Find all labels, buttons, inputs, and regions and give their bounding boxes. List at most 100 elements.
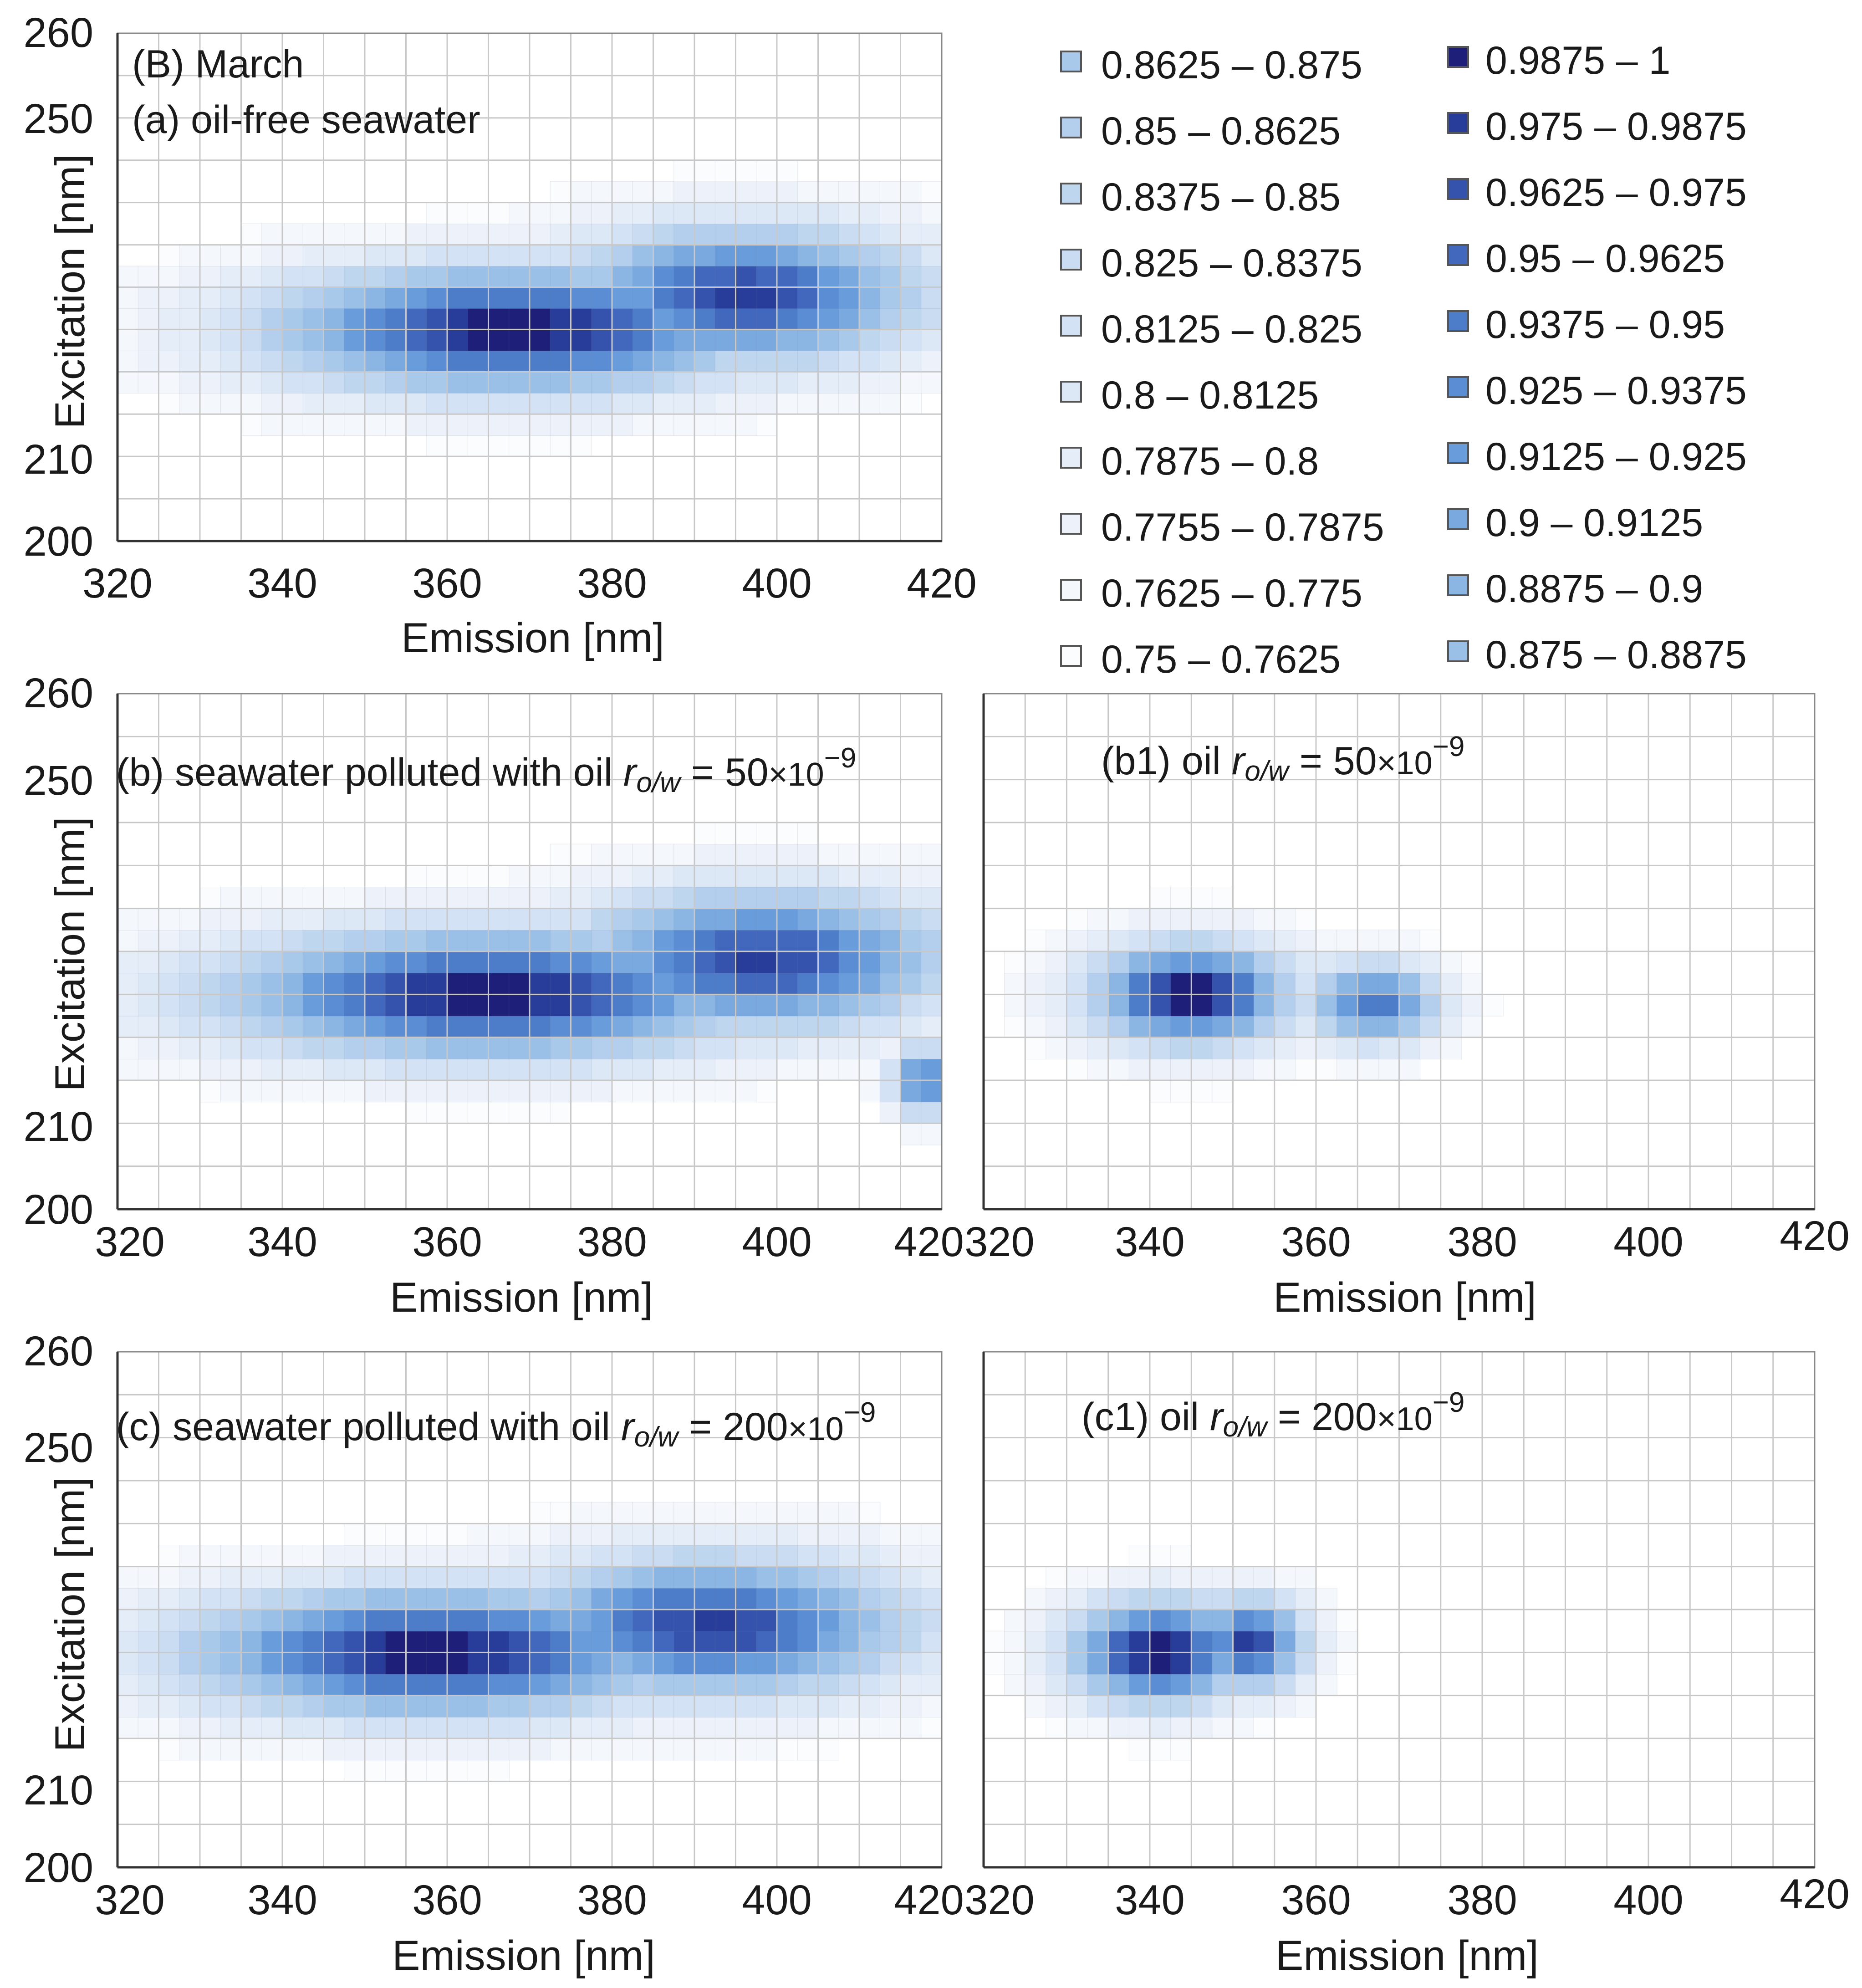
heat-cell <box>364 1566 386 1589</box>
heat-cell <box>302 1652 324 1675</box>
heat-cell <box>859 972 881 995</box>
heat-cell <box>756 202 778 225</box>
heat-cell <box>735 908 757 930</box>
heat-cell <box>879 181 901 203</box>
heat-cell <box>859 371 881 394</box>
heat-cell <box>838 1523 860 1546</box>
heat-cell <box>302 308 324 330</box>
heat-cell <box>1295 1674 1317 1696</box>
heat-cell <box>859 843 881 866</box>
heat-cell <box>1274 908 1296 930</box>
heat-cell <box>1253 1037 1275 1059</box>
heat-cell <box>220 1695 242 1717</box>
heat-cell <box>632 843 654 866</box>
heat-cell <box>714 1609 736 1632</box>
heat-cell <box>179 1695 201 1717</box>
heat-cell <box>859 287 881 309</box>
heat-cell <box>632 972 654 995</box>
heat-cell <box>818 223 839 245</box>
heat-cell <box>571 1609 592 1632</box>
heat-cell <box>509 350 531 373</box>
heat-cell <box>509 329 531 352</box>
legend-column-right: 0.9875 – 1 0.975 – 0.9875 0.9625 – 0.975… <box>1447 39 1747 677</box>
heat-cell <box>1108 1652 1130 1675</box>
heat-cell <box>838 1630 860 1653</box>
heat-cell <box>714 160 736 182</box>
heat-cell <box>323 972 345 995</box>
heat-cell <box>1087 1566 1109 1589</box>
heat-cell <box>282 1609 304 1632</box>
heat-cell <box>921 223 943 245</box>
heat-cell <box>653 1695 674 1717</box>
heat-cell <box>385 908 407 930</box>
heat-cell <box>612 1717 633 1739</box>
heat-cell <box>1233 1037 1255 1059</box>
heat-cell <box>591 1080 613 1103</box>
heat-cell <box>488 435 510 457</box>
heat-cell <box>323 1717 345 1739</box>
x-tick-label: 320 <box>964 1219 1035 1265</box>
heat-cell <box>1253 994 1275 1017</box>
heat-cell <box>364 350 386 373</box>
heat-cell <box>179 350 201 373</box>
heat-cell <box>364 1545 386 1567</box>
heat-cell <box>509 414 531 436</box>
heat-cell <box>591 181 613 203</box>
heat-cell <box>467 1037 489 1059</box>
heat-cell <box>879 266 901 288</box>
heat-cell <box>1128 1566 1151 1589</box>
heat-cell <box>776 223 798 245</box>
heat-cell <box>1128 1652 1151 1675</box>
heat-cell <box>550 1717 571 1739</box>
heat-cell <box>591 1588 613 1610</box>
legend-label: 0.875 – 0.8875 <box>1485 633 1747 677</box>
heat-cell <box>282 1738 304 1761</box>
heat-cell <box>1274 1674 1296 1696</box>
heat-cell <box>694 1566 716 1589</box>
legend-label: 0.7875 – 0.8 <box>1101 440 1319 483</box>
heat-cell <box>612 1652 633 1675</box>
heat-cell <box>900 223 922 245</box>
heat-cell <box>529 1588 551 1610</box>
heat-cell <box>632 1738 654 1761</box>
heat-cell <box>900 1674 922 1696</box>
x-tick-label: 360 <box>412 1877 482 1923</box>
heat-cell <box>1149 1674 1171 1696</box>
heat-cell <box>1316 1016 1337 1038</box>
heat-cell <box>735 160 757 182</box>
heat-cell <box>591 908 613 930</box>
heat-cell <box>426 1523 448 1546</box>
heat-cell <box>406 350 427 373</box>
heat-cell <box>550 908 571 930</box>
heat-cell <box>344 1630 366 1653</box>
heat-cell <box>344 1058 366 1081</box>
heat-cell <box>673 887 695 909</box>
heat-cell <box>1212 994 1234 1017</box>
heat-cell <box>1066 1695 1088 1717</box>
heat-cell <box>818 1037 839 1059</box>
heat-cell <box>797 1502 819 1524</box>
heat-cell <box>591 887 613 909</box>
heat-cell <box>859 930 881 952</box>
heat-cell <box>282 245 304 267</box>
heat-cell <box>117 371 139 394</box>
heat-cell <box>879 1101 901 1124</box>
heat-cell <box>1337 1058 1358 1081</box>
heat-cell <box>447 1695 469 1717</box>
legend-label: 0.9375 – 0.95 <box>1485 303 1725 347</box>
heat-cell <box>1419 972 1441 995</box>
heat-cell <box>364 951 386 974</box>
heat-cell <box>550 994 571 1017</box>
heat-cell <box>921 1588 943 1610</box>
heat-cell <box>612 287 633 309</box>
heat-cell <box>364 1717 386 1739</box>
heat-cell <box>261 1016 283 1038</box>
heat-cell <box>1419 930 1441 952</box>
heat-cell <box>838 887 860 909</box>
heat-cell <box>509 308 531 330</box>
heat-cell <box>179 972 201 995</box>
heat-cell <box>1066 1566 1088 1589</box>
heat-cell <box>632 414 654 436</box>
heat-cell <box>735 266 757 288</box>
